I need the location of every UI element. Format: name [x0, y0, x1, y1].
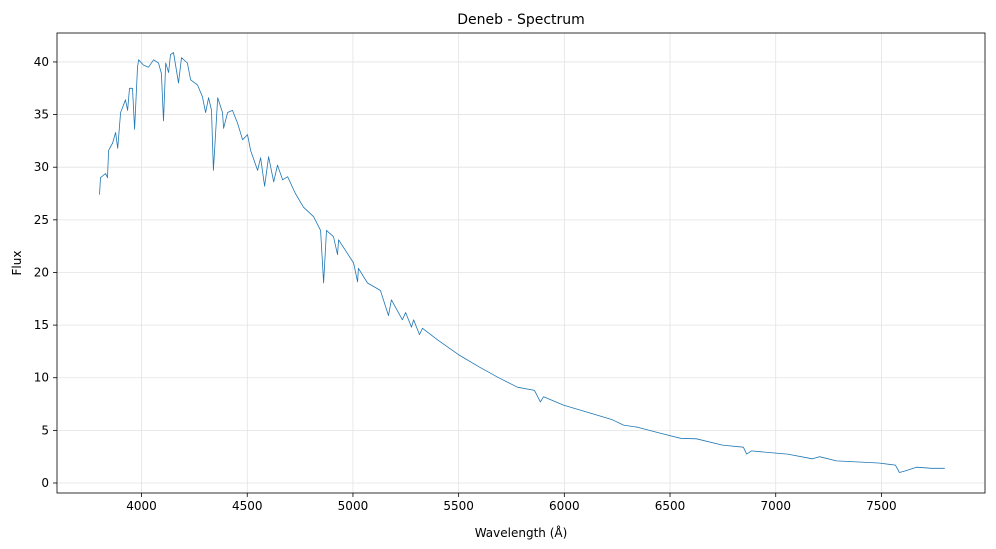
y-tick-label: 40	[34, 55, 49, 69]
y-tick-label: 30	[34, 160, 49, 174]
x-tick-label: 4000	[126, 499, 157, 513]
plot-frame	[56, 32, 986, 494]
y-tick-label: 15	[34, 318, 49, 332]
x-tick-label: 7500	[866, 499, 897, 513]
x-tick-label: 5000	[338, 499, 369, 513]
x-tick-label: 5500	[443, 499, 474, 513]
y-axis-label: Flux	[10, 251, 24, 276]
y-tick-label: 0	[41, 476, 49, 490]
grid	[57, 33, 985, 493]
x-tick-label: 4500	[232, 499, 263, 513]
y-tick-label: 35	[34, 108, 49, 122]
chart-title: Deneb - Spectrum	[457, 12, 585, 28]
ticks: 4000 4500 5000 5500 6000 6500 7000 7500 0 5 10 15 20…	[34, 55, 897, 513]
series-layer	[99, 52, 945, 473]
x-axis-label: Wavelength (Å)	[475, 525, 568, 540]
y-tick-label: 10	[34, 371, 49, 385]
x-tick-label: 6000	[549, 499, 580, 513]
x-tick-label: 6500	[655, 499, 686, 513]
spectrum-line	[99, 52, 945, 473]
x-tick-label: 7000	[760, 499, 791, 513]
y-tick-label: 20	[34, 265, 49, 279]
y-tick-label: 5	[41, 423, 49, 437]
y-tick-label: 25	[34, 213, 49, 227]
